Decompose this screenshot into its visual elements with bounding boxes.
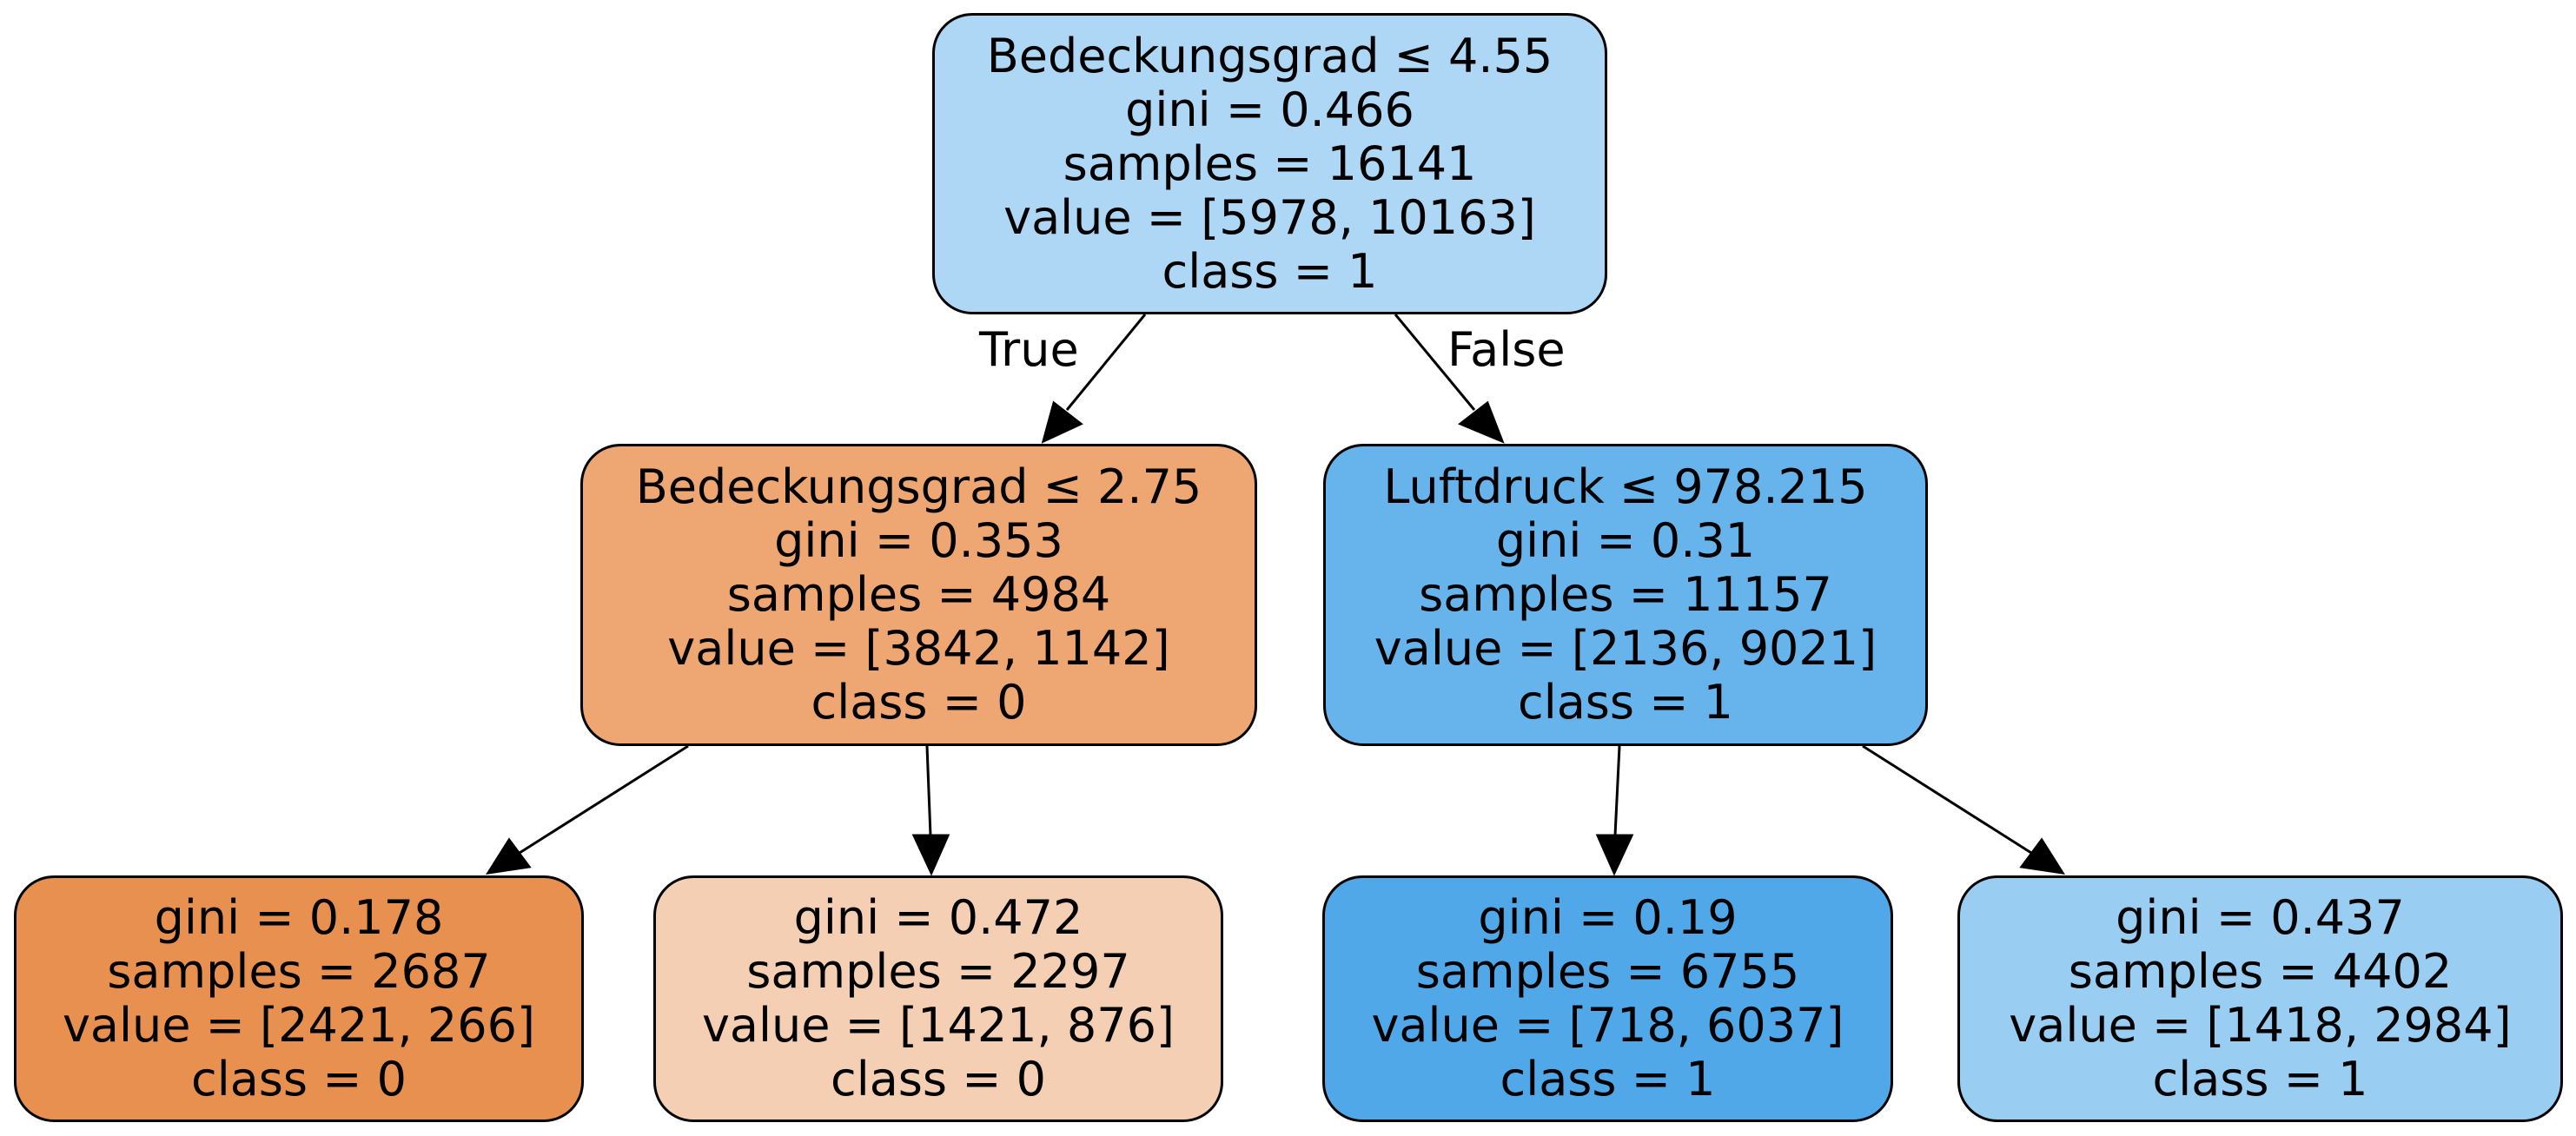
node-value: value = [2136, 9021] xyxy=(1374,621,1877,676)
node-gini: gini = 0.472 xyxy=(793,890,1083,945)
arrowhead-left-to-leaf1 xyxy=(485,837,532,875)
arrowhead-right-to-leaf3 xyxy=(1595,834,1634,876)
node-value: value = [3842, 1142] xyxy=(667,621,1170,676)
node-class: class = 1 xyxy=(1500,1052,1716,1106)
leaf-node-1: gini = 0.178 samples = 2687 value = [242… xyxy=(14,875,584,1122)
node-class: class = 0 xyxy=(191,1052,407,1106)
edge-label-true: True xyxy=(979,322,1079,377)
edge-root-to-right xyxy=(1394,314,1476,411)
node-class: class = 0 xyxy=(831,1052,1046,1106)
node-value: value = [2421, 266] xyxy=(62,998,536,1053)
node-samples: samples = 16141 xyxy=(1063,135,1477,191)
right-split-node: Luftdruck ≤ 978.215 gini = 0.31 samples … xyxy=(1323,444,1928,746)
node-samples: samples = 6755 xyxy=(1415,944,1800,999)
node-value: value = [718, 6037] xyxy=(1371,998,1844,1053)
node-value: value = [1418, 2984] xyxy=(2009,998,2512,1053)
node-split: Bedeckungsgrad ≤ 2.75 xyxy=(635,459,1202,514)
left-split-node: Bedeckungsgrad ≤ 2.75 gini = 0.353 sampl… xyxy=(580,444,1257,746)
node-gini: gini = 0.437 xyxy=(2116,890,2405,945)
node-class: class = 1 xyxy=(2152,1052,2368,1106)
node-gini: gini = 0.31 xyxy=(1495,513,1756,568)
node-gini: gini = 0.19 xyxy=(1478,890,1738,945)
node-gini: gini = 0.178 xyxy=(154,890,444,945)
leaf-node-2: gini = 0.472 samples = 2297 value = [142… xyxy=(653,875,1223,1122)
node-gini: gini = 0.466 xyxy=(1125,82,1414,137)
node-samples: samples = 2687 xyxy=(107,944,491,999)
leaf-node-4: gini = 0.437 samples = 4402 value = [141… xyxy=(1957,875,2563,1122)
arrowhead-right-to-leaf4 xyxy=(2019,837,2066,875)
node-split: Luftdruck ≤ 978.215 xyxy=(1383,459,1868,514)
edge-right-to-leaf4 xyxy=(1862,744,2032,855)
node-samples: samples = 4402 xyxy=(2068,944,2453,999)
edge-left-to-leaf2 xyxy=(925,745,932,836)
node-gini: gini = 0.353 xyxy=(774,513,1063,568)
arrowhead-root-to-left xyxy=(1041,400,1083,444)
node-samples: samples = 2297 xyxy=(746,944,1130,999)
node-class: class = 1 xyxy=(1162,243,1378,299)
node-samples: samples = 4984 xyxy=(726,567,1111,622)
node-value: value = [1421, 876] xyxy=(701,998,1175,1053)
edge-root-to-left xyxy=(1065,314,1147,411)
arrowhead-left-to-leaf2 xyxy=(911,834,950,876)
node-value: value = [5978, 10163] xyxy=(1003,189,1536,245)
leaf-node-3: gini = 0.19 samples = 6755 value = [718,… xyxy=(1322,875,1893,1122)
node-split: Bedeckungsgrad ≤ 4.55 xyxy=(986,28,1553,83)
root-node: Bedeckungsgrad ≤ 4.55 gini = 0.466 sampl… xyxy=(932,13,1607,314)
arrowhead-root-to-right xyxy=(1458,400,1505,444)
node-class: class = 1 xyxy=(1518,675,1733,730)
node-samples: samples = 11157 xyxy=(1419,567,1832,622)
edge-left-to-leaf1 xyxy=(519,744,689,855)
node-class: class = 0 xyxy=(811,675,1027,730)
edge-label-false: False xyxy=(1447,322,1566,377)
edge-right-to-leaf3 xyxy=(1613,745,1621,836)
